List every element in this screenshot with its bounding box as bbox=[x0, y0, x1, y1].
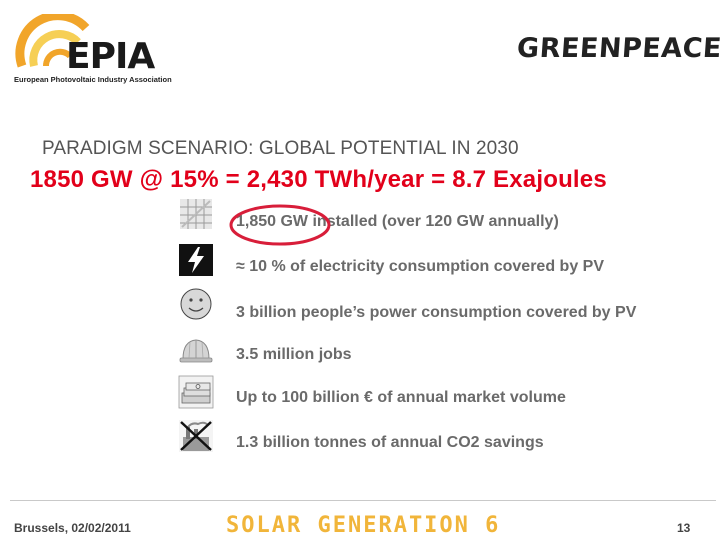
list-item-jobs: 3.5 million jobs bbox=[236, 346, 352, 363]
lightning-bolt-icon bbox=[179, 244, 213, 276]
highlight-circle bbox=[229, 204, 331, 246]
list-item-people: 3 billion people’s power consumption cov… bbox=[236, 304, 637, 321]
list-item-electricity: ≈ 10 % of electricity consumption covere… bbox=[236, 258, 604, 275]
epia-logo-arcs-icon bbox=[15, 14, 90, 68]
epia-subtitle: European Photovoltaic Industry Associati… bbox=[14, 75, 172, 84]
page-number: 13 bbox=[677, 521, 691, 535]
money-stack-icon bbox=[178, 375, 214, 409]
list-item-co2: 1.3 billion tonnes of annual CO2 savings bbox=[236, 434, 544, 451]
footer-divider bbox=[10, 500, 716, 501]
list-item-market: Up to 100 billion € of annual market vol… bbox=[236, 389, 566, 406]
smiley-face-icon bbox=[180, 288, 212, 320]
list-item-installed: 1,850 GW installed (over 120 GW annually… bbox=[236, 213, 559, 230]
greenpeace-logo: GREENPEACE bbox=[515, 33, 723, 64]
epia-logo-text: EPIA bbox=[66, 36, 155, 77]
slide-heading: 1850 GW @ 15% = 2,430 TWh/year = 8.7 Exa… bbox=[30, 166, 607, 193]
hard-hat-icon bbox=[179, 339, 213, 363]
footer-brand: SOLAR GENERATION 6 bbox=[226, 513, 501, 538]
crossed-factory-icon bbox=[179, 420, 213, 452]
solar-panel-icon bbox=[180, 199, 212, 229]
slide-subtitle: PARADIGM SCENARIO: GLOBAL POTENTIAL IN 2… bbox=[42, 138, 519, 159]
footer-date: Brussels, 02/02/2011 bbox=[14, 521, 131, 535]
